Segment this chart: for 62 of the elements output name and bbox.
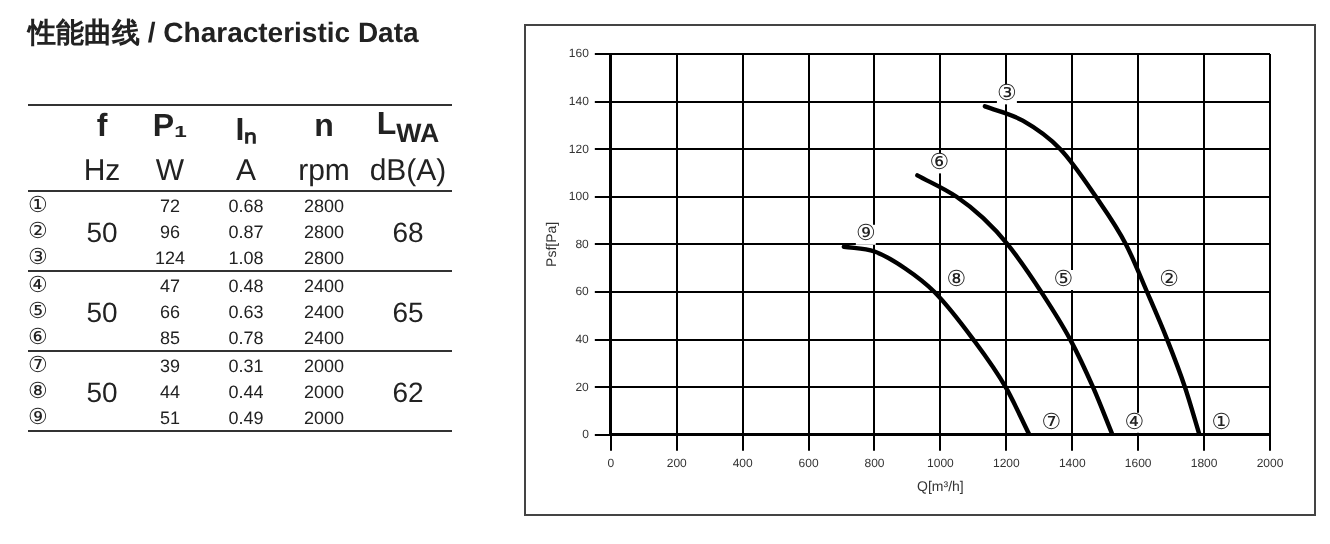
text: ②	[28, 218, 50, 244]
text: 65	[390, 293, 426, 331]
annotation: ③	[997, 80, 1018, 107]
text: ⑦	[28, 352, 50, 378]
text: 50	[84, 373, 120, 411]
text: rpm	[296, 151, 352, 191]
annotation: ④	[1124, 408, 1145, 435]
text: W	[153, 151, 187, 191]
text: 72	[157, 193, 182, 218]
text: 66	[157, 299, 182, 324]
text: 性能曲线 / Characteristic Data	[28, 16, 419, 52]
annotation: ⑤	[1053, 265, 1074, 292]
text: 50	[84, 293, 120, 331]
text: 50	[84, 213, 120, 251]
text: 0.48	[226, 273, 266, 298]
text: n	[312, 108, 336, 148]
text: 62	[390, 373, 426, 411]
text: ⑤	[28, 298, 50, 324]
text: 44	[157, 379, 182, 404]
text: 68	[390, 213, 426, 251]
annotation: ①	[1211, 408, 1232, 435]
text: 0.44	[226, 379, 266, 404]
text: f	[94, 108, 110, 148]
text: ④	[28, 272, 50, 298]
text: 51	[157, 405, 182, 431]
text: 96	[157, 219, 182, 244]
text: ⑧	[28, 378, 50, 404]
text: 2800	[301, 193, 347, 218]
text: Hz	[81, 151, 123, 191]
text: 2800	[301, 245, 347, 271]
text: 124	[152, 245, 188, 271]
text: P₁	[150, 108, 190, 148]
text: A	[233, 151, 258, 191]
text: 0.63	[226, 299, 266, 324]
text: 2000	[301, 405, 347, 431]
annotation: ②	[1159, 265, 1180, 292]
text: 1.08	[226, 245, 266, 271]
annotation: ⑨	[855, 220, 876, 247]
text: 85	[157, 325, 182, 351]
text: ⑨	[28, 404, 50, 431]
text: 0.49	[226, 405, 266, 431]
text: ①	[28, 192, 50, 218]
text: 2000	[301, 379, 347, 404]
text: ③	[28, 244, 50, 271]
annotation: ⑧	[946, 265, 967, 292]
text: L$_{WA}$	[374, 105, 442, 150]
text: 0.31	[226, 353, 266, 378]
text: 2000	[301, 353, 347, 378]
annotation: ⑥	[929, 149, 950, 176]
text: 47	[157, 273, 182, 298]
text: 39	[157, 353, 182, 378]
annotation: ⑦	[1041, 408, 1062, 435]
text: dB(A)	[367, 151, 449, 191]
text: 2400	[301, 325, 347, 351]
text: 0.68	[226, 193, 266, 218]
text: 2400	[301, 299, 347, 324]
text: 0.78	[226, 325, 266, 351]
text: 2400	[301, 273, 347, 298]
text: ⑥	[28, 324, 50, 351]
text: Iₙ	[233, 112, 259, 150]
text: 0.87	[226, 219, 266, 244]
text: 2800	[301, 219, 347, 244]
